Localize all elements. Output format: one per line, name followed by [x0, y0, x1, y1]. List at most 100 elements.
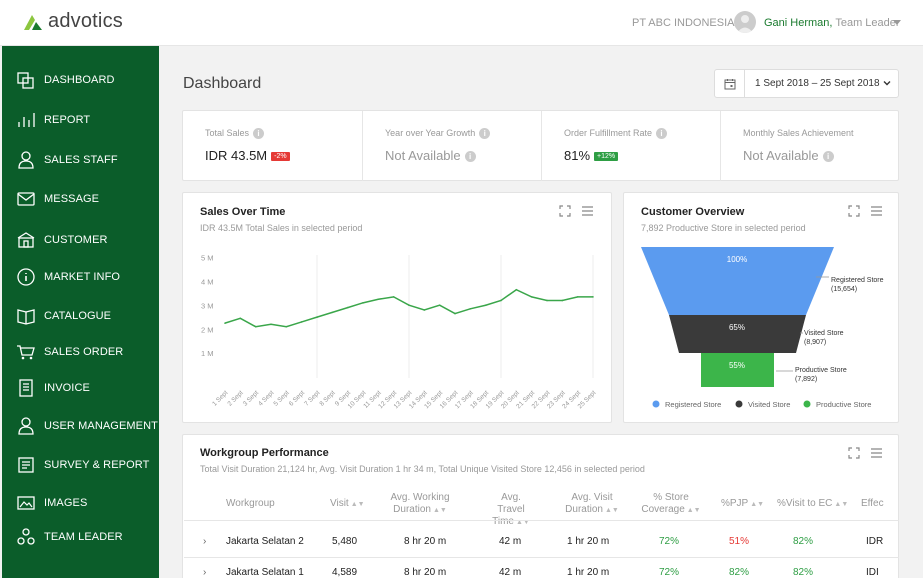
sidebar-item-sales-order[interactable]: SALES ORDER: [16, 340, 123, 364]
sidebar-item-label: USER MANAGEMENT: [44, 420, 158, 432]
column-header[interactable]: Effec: [861, 498, 884, 510]
sidebar-item-label: IMAGES: [44, 497, 88, 509]
user-management-icon: [18, 417, 34, 435]
catalogue-icon: [17, 309, 35, 325]
fullscreen-icon[interactable]: [848, 447, 860, 459]
advotics-logo[interactable]: advotics: [22, 10, 123, 33]
avatar[interactable]: [734, 11, 756, 33]
funnel-pct: 65%: [729, 323, 745, 332]
sales-order-icon: [17, 345, 35, 360]
x-tick-label: 1 Sept: [211, 389, 229, 407]
cell-visit-duration: 1 hr 20 m: [567, 536, 610, 547]
sales-data-point: [285, 325, 288, 328]
sales-data-point: [300, 321, 303, 323]
column-header[interactable]: %PJP ▲▼: [721, 498, 764, 511]
sales-data-point: [438, 304, 441, 307]
sales-data-point: [408, 304, 410, 307]
header-label: Duration: [565, 504, 603, 515]
sales-data-point: [530, 296, 533, 298]
info-icon[interactable]: i: [253, 128, 265, 140]
cell-coverage: 72%: [659, 567, 680, 578]
logo-text: advotics: [48, 10, 123, 32]
column-header[interactable]: Avg. Travel Time ▲▼: [478, 492, 544, 529]
customer-icon: [17, 232, 35, 248]
sidebar-item-label: REPORT: [44, 114, 91, 126]
sales-over-time-card: Sales Over Time IDR 43.5M Total Sales in…: [182, 192, 612, 423]
kpi-yoy-growth: Year over Year Growth i Not Available i: [363, 111, 542, 181]
card-title: Customer Overview: [641, 206, 745, 218]
x-tick-label: 5 Sept: [273, 389, 291, 407]
sales-data-point: [454, 312, 456, 315]
sidebar-item-dashboard[interactable]: DASHBOARD: [16, 68, 115, 92]
column-header[interactable]: % Store Coverage ▲▼: [641, 492, 701, 517]
status-badge: -2%: [271, 152, 290, 162]
cell-visit: 5,480: [332, 536, 358, 547]
card-title: Sales Over Time: [200, 206, 286, 218]
cell-visit: 4,589: [332, 567, 358, 578]
column-header[interactable]: Visit ▲▼: [330, 498, 365, 511]
sidebar-item-market-info[interactable]: MARKET INFO: [16, 265, 120, 289]
sort-icon: ▲▼: [750, 501, 765, 508]
sidebar-item-invoice[interactable]: INVOICE: [16, 376, 90, 400]
sales-data-point: [392, 296, 395, 298]
cell-visit-ec: 82%: [793, 567, 814, 578]
sidebar-item-report[interactable]: REPORT: [16, 108, 90, 132]
status-badge: +12%: [594, 152, 619, 162]
sidebar-item-survey-report[interactable]: SURVEY & REPORT: [16, 453, 149, 477]
funnel-count: (15,654): [831, 286, 857, 293]
expand-icon[interactable]: ›: [203, 567, 207, 578]
sales-data-point: [500, 299, 502, 302]
divider: [362, 111, 363, 181]
sidebar-item-label: MESSAGE: [44, 193, 100, 205]
sidebar-item-label: CUSTOMER: [44, 234, 108, 246]
sidebar-item-team-leader[interactable]: TEAM LEADER: [16, 525, 123, 549]
cell-pjp: 51%: [729, 536, 750, 547]
cell-effec: IDI: [866, 567, 879, 578]
message-icon: [17, 192, 35, 206]
sidebar-item-images[interactable]: IMAGES: [16, 491, 87, 515]
kpi-value: IDR 43.5M: [205, 148, 268, 163]
customer-overview-card: Customer Overview 7,892 Productive Store…: [623, 192, 899, 423]
chevron-down-icon[interactable]: [893, 20, 901, 25]
sidebar-item-label: SALES ORDER: [44, 346, 124, 358]
sidebar-item-customer[interactable]: CUSTOMER: [16, 228, 108, 252]
x-tick-label: 7 Sept: [303, 389, 321, 407]
funnel-label: Visited Store: [804, 330, 844, 337]
funnel-registered: [641, 247, 834, 315]
column-header[interactable]: %Visit to EC ▲▼: [777, 498, 848, 511]
header-label: Avg.: [501, 492, 521, 503]
legend-label: Visited Store: [748, 400, 790, 409]
date-range-picker[interactable]: 1 Sept 2018 – 25 Sept 2018: [714, 69, 899, 98]
info-icon[interactable]: i: [656, 128, 668, 140]
sales-data-point: [346, 306, 349, 309]
user-menu[interactable]: Gani Herman, Team Leader: [764, 17, 900, 29]
sidebar-item-message[interactable]: MESSAGE: [16, 187, 99, 211]
menu-icon[interactable]: [870, 205, 883, 217]
cell-visit-ec: 82%: [793, 536, 814, 547]
expand-icon[interactable]: ›: [203, 536, 207, 547]
info-icon[interactable]: i: [822, 151, 834, 163]
fullscreen-icon[interactable]: [848, 205, 860, 217]
x-tick-label: 2 Sept: [227, 389, 245, 407]
sidebar-item-catalogue[interactable]: CATALOGUE: [16, 304, 111, 328]
sidebar-item-user-management[interactable]: USER MANAGEMENT: [16, 414, 158, 438]
info-icon[interactable]: i: [479, 128, 491, 140]
fullscreen-icon[interactable]: [559, 205, 571, 217]
funnel-label: Productive Store: [795, 367, 847, 374]
sidebar-item-sales-staff[interactable]: SALES STAFF: [16, 148, 118, 172]
menu-icon[interactable]: [581, 205, 594, 217]
card-subtitle: IDR 43.5M Total Sales in selected period: [200, 223, 363, 233]
divider: [184, 520, 899, 521]
column-header[interactable]: Avg. Working Duration ▲▼: [384, 492, 456, 517]
divider: [720, 111, 721, 181]
sort-icon: ▲▼: [834, 501, 849, 508]
dashboard-icon: [17, 72, 34, 89]
header-label: Effec: [861, 498, 884, 509]
market-info-icon: [17, 268, 35, 286]
column-header[interactable]: Avg. Visit Duration ▲▼: [562, 492, 622, 517]
sales-data-point: [592, 296, 594, 298]
sales-data-point: [484, 304, 487, 307]
info-icon[interactable]: i: [464, 151, 476, 163]
column-header[interactable]: Workgroup: [226, 498, 275, 510]
menu-icon[interactable]: [870, 447, 883, 459]
